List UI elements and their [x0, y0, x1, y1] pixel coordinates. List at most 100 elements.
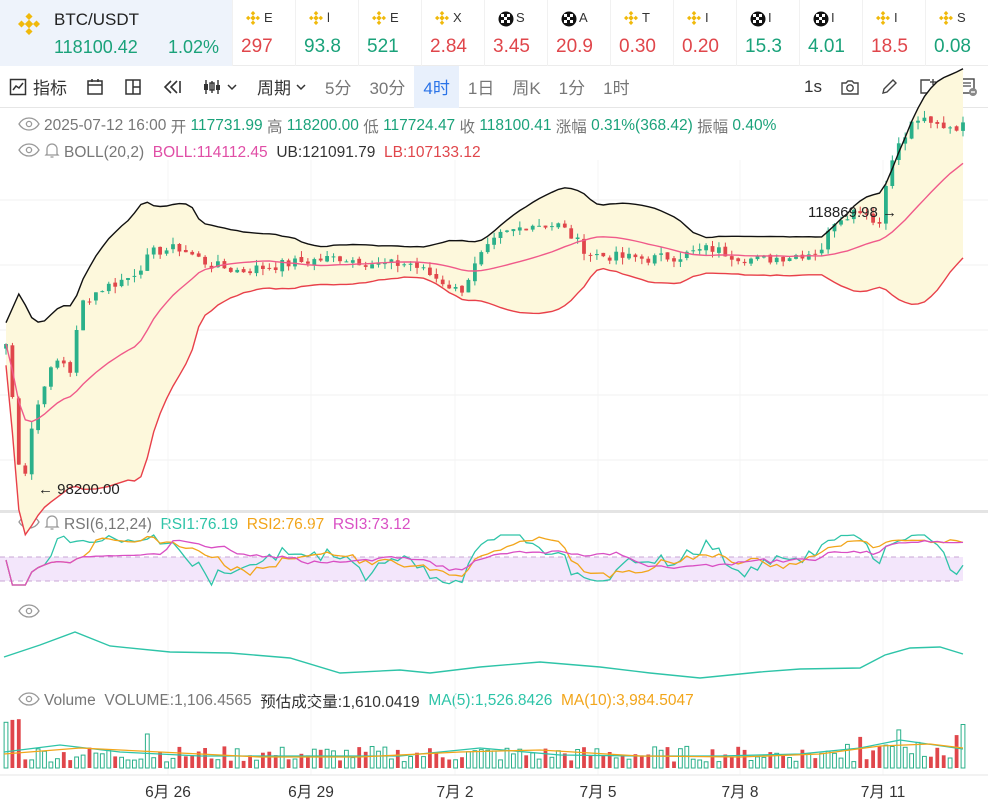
ticker-value: 4.01 [808, 36, 845, 57]
screenshot-button[interactable] [830, 66, 870, 108]
candle-body [331, 256, 336, 258]
x-axis-tick-label: 7月 5 [579, 784, 616, 801]
eye-icon[interactable] [18, 604, 40, 623]
volume-bar [530, 752, 536, 769]
volume-bar [196, 751, 201, 768]
volume-bar [710, 749, 715, 768]
volume-bar [440, 757, 445, 768]
volume-bar [922, 755, 927, 769]
ticker-item[interactable]: I 4.01 [799, 0, 862, 66]
volume-bar [248, 755, 252, 768]
add-window-button[interactable] [908, 66, 948, 108]
period-label: 周期 [257, 79, 291, 98]
layout-button[interactable] [114, 66, 152, 108]
candle-body [684, 251, 689, 258]
chart-type-dropdown[interactable] [192, 66, 248, 108]
x-axis-tick-label: 6月 26 [145, 784, 191, 801]
candle-body [485, 244, 490, 253]
ticker-name: A [579, 10, 588, 25]
volume-bar [588, 755, 593, 768]
rsi-band [0, 557, 963, 581]
volume-bar [3, 721, 9, 769]
volume-bar [806, 753, 812, 769]
period-dropdown[interactable]: 周期 [248, 66, 316, 108]
volume-bar [582, 747, 586, 768]
volume-bar [947, 757, 953, 769]
ticker-item[interactable]: E 521 [358, 0, 421, 66]
candle-body [261, 265, 265, 269]
ticker-item[interactable]: A 20.9 [547, 0, 610, 66]
ticker-item[interactable]: S 0.08 [925, 0, 988, 66]
interval-tab[interactable]: 周K [512, 79, 541, 98]
candle-body [395, 260, 400, 266]
candle-body [68, 362, 73, 373]
bell-icon[interactable] [44, 142, 60, 163]
ticker-item[interactable]: X 2.84 [421, 0, 484, 66]
volume-bar [170, 757, 176, 769]
pencil-icon [882, 78, 897, 94]
candle-body [858, 211, 863, 214]
ticker-item[interactable]: l 93.8 [295, 0, 358, 66]
volume-bar [929, 756, 933, 768]
volume-bar [594, 748, 600, 769]
calendar-button[interactable] [76, 66, 114, 108]
candle-body [299, 257, 304, 262]
candle-body [505, 230, 509, 232]
volume-bar [569, 760, 574, 768]
draw-button[interactable] [870, 66, 908, 108]
bnb-coin-icon [434, 10, 450, 30]
eye-icon[interactable] [18, 116, 40, 136]
candle-body [717, 247, 721, 253]
x-axis-tick-label: 6月 29 [288, 784, 334, 801]
volume-bar [755, 756, 760, 769]
interval-tab[interactable]: 1分 [558, 79, 586, 98]
interval-tab[interactable]: 5分 [325, 79, 352, 98]
ticker-value: 2.84 [430, 36, 467, 57]
interval-tab[interactable]: 4时 [414, 65, 459, 108]
ticker-item[interactable]: S 3.45 [484, 0, 547, 66]
settings-button[interactable] [948, 66, 988, 108]
candle-body [595, 254, 599, 256]
ticker-item[interactable]: I 18.5 [862, 0, 925, 66]
volume-bar [132, 759, 137, 769]
candle-body [440, 279, 445, 285]
high-value: 118200.00 [286, 117, 359, 134]
candle-body [492, 237, 496, 245]
candle-body [49, 367, 53, 387]
ticker-item[interactable]: T 0.30 [610, 0, 673, 66]
amplitude-value: 0.40% [732, 117, 777, 134]
interval-tab[interactable]: 30分 [369, 79, 406, 98]
eye-icon[interactable] [18, 691, 40, 711]
candle-body [607, 257, 612, 261]
volume-bar [781, 754, 785, 768]
volume-ma10: MA(10):3,984.5047 [561, 692, 694, 709]
ticker-item[interactable]: E 297 [232, 0, 295, 66]
volume-bar [158, 752, 162, 768]
volume-bar [324, 748, 330, 769]
interval-tab[interactable]: 1日 [467, 79, 495, 98]
bnb-coin-icon [371, 10, 387, 30]
interval-tabs: 5分 30分 4时 1日 周K 1分 1时 [316, 65, 639, 108]
volume-bar [215, 759, 221, 769]
interval-tab[interactable]: 1时 [603, 79, 630, 98]
volume-bar [357, 747, 362, 768]
active-pair-ticker[interactable]: BTC/USDT 118100.42 1.02% [0, 0, 232, 66]
volume-bar [74, 756, 79, 769]
candlestick-icon [204, 79, 220, 94]
volume-bar [29, 759, 35, 769]
eye-icon[interactable] [18, 515, 40, 534]
volume-bar [35, 748, 41, 769]
refresh-rate-button[interactable]: 1s [796, 66, 830, 108]
candle-body [94, 292, 98, 301]
eye-icon[interactable] [18, 143, 40, 162]
candle-body [736, 258, 741, 262]
indicators-button[interactable]: 指标 [0, 66, 76, 108]
low-label: 低 [363, 119, 379, 136]
candle-body [588, 254, 593, 256]
bell-icon[interactable] [44, 514, 60, 535]
replay-button[interactable] [152, 66, 192, 108]
ticker-item[interactable]: I 15.3 [736, 0, 799, 66]
volume-bar [472, 750, 478, 769]
volume-bar [838, 757, 844, 769]
ticker-item[interactable]: I 0.20 [673, 0, 736, 66]
